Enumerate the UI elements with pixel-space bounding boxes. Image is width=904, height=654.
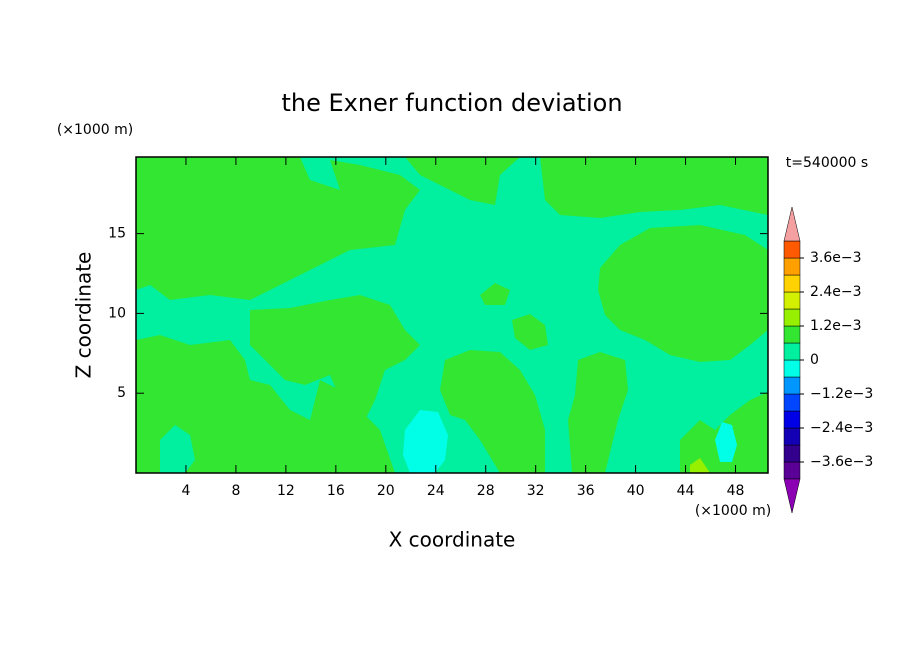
colorbar-box [783,444,801,463]
colorbar-box [783,240,801,259]
contour-region [715,422,737,462]
colorbar-tick-label: 3.6e−3 [810,250,862,266]
colorbar-tick-label: −3.6e−3 [810,454,873,470]
colorbar-box [783,410,801,429]
colorbar-tick-label: 0 [810,352,819,368]
colorbar-tick-label: 1.2e−3 [810,318,862,334]
x-axis-title: X coordinate [389,528,516,552]
colorbar-tick-label: 2.4e−3 [810,284,862,300]
colorbar-tick-label: −2.4e−3 [810,420,873,436]
plot-frame [135,156,769,474]
colorbar-box [783,257,801,276]
y-tick-label: 5 [117,385,126,401]
contour-region [136,335,395,473]
colorbar-box [783,393,801,412]
colorbar-box [783,342,801,361]
contour-region [480,283,510,305]
x-tick-label: 24 [427,483,445,499]
colorbar-extend-over [783,206,801,242]
contour-region [250,295,420,420]
x-tick-label: 12 [277,483,295,499]
colorbar-box [783,291,801,310]
x-tick-label: 16 [327,483,345,499]
x-tick-label: 36 [577,483,595,499]
contour-region [512,314,548,350]
colorbar-box [783,274,801,293]
x-tick-label: 48 [727,483,745,499]
x-unit: (×1000 m) [695,503,771,519]
x-tick-label: 28 [477,483,495,499]
y-axis-title: Z coordinate [72,252,96,379]
colorbar-box [783,461,801,480]
x-tick-label: 44 [677,483,695,499]
y-unit: (×1000 m) [57,122,133,138]
y-tick-label: 15 [108,226,126,242]
contour-field [136,157,768,473]
contour-region [540,157,768,218]
contour-region [403,410,448,473]
contour-region [136,157,420,300]
contour-region [598,225,768,362]
contour-region [440,350,545,473]
colorbar-tick-label: −1.2e−3 [810,386,873,402]
time-label: t=540000 s [786,155,868,171]
contour-region [690,458,710,473]
x-tick-label: 4 [181,483,190,499]
chart-title: the Exner function deviation [281,89,622,117]
contour-region [568,352,628,473]
x-tick-label: 32 [527,483,545,499]
x-tick-label: 8 [231,483,240,499]
colorbar-box [783,427,801,446]
colorbar-box [783,359,801,378]
y-tick-label: 10 [108,305,126,321]
colorbar-box [783,376,801,395]
contour-region [160,425,195,473]
colorbar-box [783,325,801,344]
contour-region [405,157,520,205]
colorbar-box [783,308,801,327]
x-tick-label: 40 [627,483,645,499]
x-tick-label: 20 [377,483,395,499]
colorbar-extend-under [783,478,801,514]
